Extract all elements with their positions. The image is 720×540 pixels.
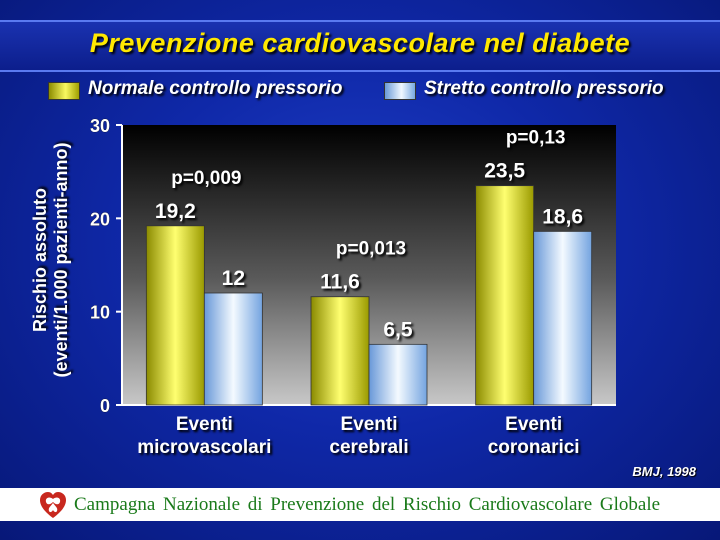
x-category-label: coronarici [488,437,580,458]
p-value-label: p=0,009 [171,168,241,189]
bar-value-label: 23,5 [484,160,525,183]
legend-label-stretto: Stretto controllo pressorio [424,78,664,99]
legend-swatch-stretto [384,82,416,100]
y-tick-label: 30 [90,116,110,136]
y-tick-label: 10 [90,303,110,323]
bar-value-label: 19,2 [155,200,196,223]
x-category-label: microvascolari [137,437,271,458]
title-band [0,20,720,72]
bar-value-label: 18,6 [542,205,583,228]
y-tick-label: 20 [90,209,110,229]
p-value-label: p=0,013 [336,239,406,260]
bar-value-label: 12 [222,267,245,290]
y-tick-label: 0 [100,396,110,416]
bar-normale-0 [145,225,205,406]
heart-logo-icon [40,492,66,518]
x-category-label: Eventi [176,414,233,435]
bar-stretto-1 [368,343,428,406]
bar-value-label: 6,5 [383,318,413,341]
x-category-label: Eventi [505,414,562,435]
bar-normale-1 [310,296,370,406]
x-category-label: cerebrali [329,437,408,458]
footer-text: Campagna Nazionale di Prevenzione del Ri… [74,494,661,515]
footer-band [0,488,720,521]
bar-stretto-2 [533,230,593,406]
bar-stretto-0 [203,292,263,406]
source-citation: BMJ, 1998 [632,464,696,479]
slide-title: Prevenzione cardiovascolare nel diabete [89,28,631,58]
x-category-label: Eventi [340,414,397,435]
bar-value-label: 11,6 [320,271,360,294]
bar-normale-2 [475,185,535,406]
legend-swatch-normale [48,82,80,100]
p-value-label: p=0,13 [506,128,566,149]
legend-label-normale: Normale controllo pressorio [88,78,343,99]
